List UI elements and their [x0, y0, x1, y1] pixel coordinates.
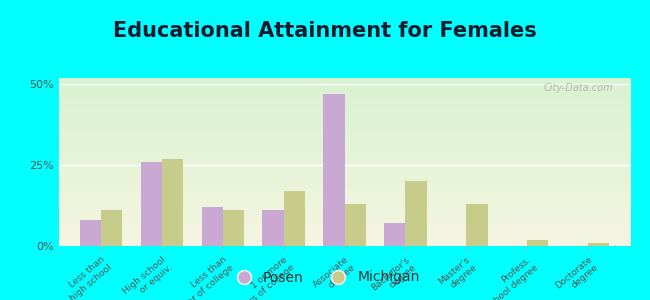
Bar: [283, 191, 305, 246]
Bar: [466, 204, 488, 246]
Bar: [140, 162, 162, 246]
Bar: [162, 159, 183, 246]
Bar: [202, 207, 223, 246]
Bar: [588, 243, 609, 246]
Bar: [101, 211, 122, 246]
Bar: [406, 182, 426, 246]
Text: Educational Attainment for Females: Educational Attainment for Females: [113, 21, 537, 41]
Bar: [223, 211, 244, 246]
Bar: [384, 224, 406, 246]
Legend: Posen, Michigan: Posen, Michigan: [224, 265, 426, 290]
Bar: [80, 220, 101, 246]
Bar: [344, 204, 366, 246]
Bar: [527, 239, 549, 246]
Text: City-Data.com: City-Data.com: [543, 83, 614, 93]
Bar: [323, 94, 345, 246]
Bar: [263, 211, 283, 246]
